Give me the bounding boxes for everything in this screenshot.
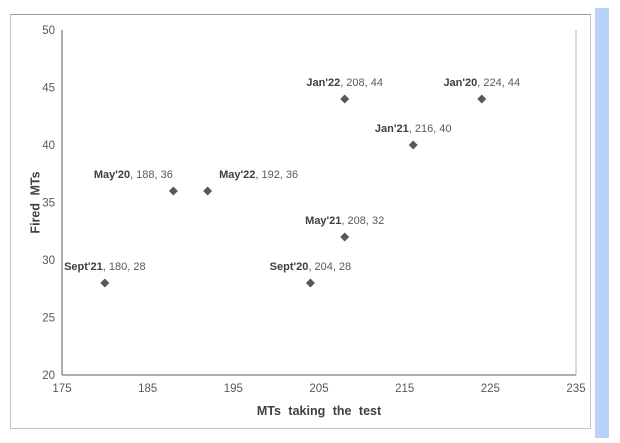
y-tick-label: 30 — [42, 255, 55, 267]
data-point-marker — [203, 186, 213, 196]
blue-highlight-bar — [595, 8, 609, 438]
x-tick-label: 215 — [395, 383, 414, 395]
y-tick-label: 25 — [42, 313, 55, 325]
data-point-marker — [340, 94, 350, 104]
y-tick-label: 20 — [42, 370, 55, 382]
x-axis-title: MTs taking the test — [256, 404, 382, 418]
data-point-marker — [408, 140, 418, 150]
data-point-label: Jan'21, 216, 40 — [375, 123, 452, 135]
y-axis-title: Fired MTs — [28, 171, 43, 234]
data-point-label: Jan'20, 224, 44 — [443, 77, 520, 89]
data-point-label: Sept'20, 204, 28 — [270, 261, 352, 273]
chart-frame[interactable]: 175 185 195 205 215 225 235 20 25 30 35 40 45 50 Sept'… — [10, 14, 591, 429]
data-point-label: Sept'21, 180, 28 — [64, 261, 146, 273]
data-point-label: May'22, 192, 36 — [219, 169, 298, 181]
data-point-marker — [305, 278, 315, 288]
data-point-label: May'20, 188, 36 — [94, 169, 173, 181]
x-tick-label: 205 — [309, 383, 328, 395]
data-point-marker — [168, 186, 178, 196]
x-tick-label: 195 — [224, 383, 243, 395]
data-point-label: May'21, 208, 32 — [305, 215, 384, 227]
y-tick-label: 45 — [42, 83, 55, 95]
data-point-marker — [100, 278, 110, 288]
data-point-label: Jan'22, 208, 44 — [306, 77, 383, 89]
x-tick-label: 235 — [566, 383, 585, 395]
x-tick-label: 185 — [138, 383, 157, 395]
scatter-chart: 175 185 195 205 215 225 235 20 25 30 35 40 45 50 Sept'… — [42, 25, 585, 395]
y-tick-label: 40 — [42, 140, 55, 152]
data-point-marker — [477, 94, 487, 104]
y-tick-label: 35 — [42, 198, 55, 210]
x-tick-label: 175 — [52, 383, 71, 395]
y-tick-label: 50 — [42, 25, 55, 37]
x-tick-label: 225 — [481, 383, 500, 395]
data-point-marker — [340, 232, 350, 242]
